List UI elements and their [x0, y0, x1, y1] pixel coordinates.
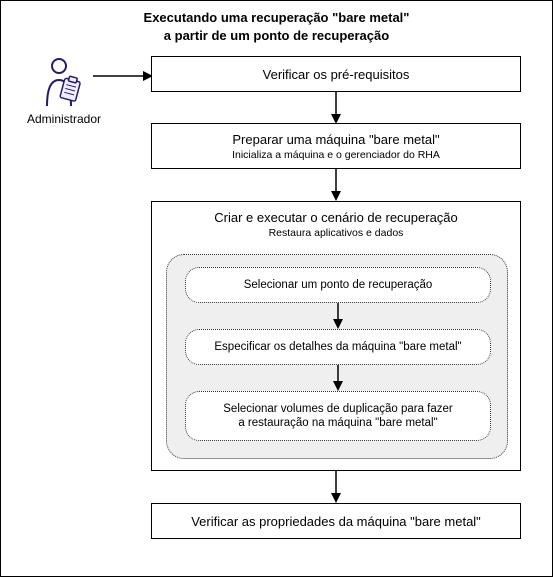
step2-text: Preparar uma máquina "bare metal"	[232, 132, 439, 147]
step3b-text: Especificar os detalhes da máquina "bare…	[214, 340, 461, 354]
step-create-scenario: Criar e executar o cenário de recuperaçã…	[151, 201, 521, 471]
step3c-line1: Selecionar volumes de duplicação para fa…	[223, 403, 453, 415]
step4-text: Verificar as propriedades da máquina "ba…	[191, 514, 481, 529]
substep-specify-details: Especificar os detalhes da máquina "bare…	[185, 329, 491, 365]
actor-label: Administrador	[19, 112, 109, 126]
step3-subtext: Restaura aplicativos e dados	[152, 227, 520, 239]
substep-select-volumes: Selecionar volumes de duplicação para fa…	[185, 391, 491, 441]
step3a-text: Selecionar um ponto de recuperação	[244, 278, 433, 292]
diagram-title: Executando uma recuperação "bare metal" …	[1, 9, 552, 44]
step2-subtext: Inicializa a máquina e o gerenciador do …	[232, 149, 440, 161]
arrow-sub-b-to-c	[330, 365, 346, 391]
substeps-group: Selecionar um ponto de recuperação Espec…	[166, 254, 508, 459]
step3c-text: Selecionar volumes de duplicação para fa…	[223, 402, 453, 431]
arrow-step2-to-step3	[328, 169, 344, 201]
actor-administrator: Administrador	[19, 56, 109, 126]
arrow-actor-to-step1	[93, 68, 153, 84]
diagram-canvas: Executando uma recuperação "bare metal" …	[0, 0, 553, 577]
step-verify-prereq: Verificar os pré-requisitos	[151, 56, 521, 92]
arrow-sub-a-to-b	[330, 303, 346, 329]
step1-text: Verificar os pré-requisitos	[263, 67, 410, 82]
person-icon	[39, 56, 89, 110]
step-verify-properties: Verificar as propriedades da máquina "ba…	[151, 503, 521, 539]
arrow-step3-to-step4	[328, 471, 344, 503]
step3-text: Criar e executar o cenário de recuperaçã…	[152, 210, 520, 225]
arrow-step1-to-step2	[328, 92, 344, 124]
title-line2: a partir de um ponto de recuperação	[164, 28, 389, 43]
substep-select-point: Selecionar um ponto de recuperação	[185, 267, 491, 303]
step3c-line2: a restauração na máquina "bare metal"	[238, 417, 437, 429]
step-prepare-machine: Preparar uma máquina "bare metal" Inicia…	[151, 123, 521, 169]
title-line1: Executando uma recuperação "bare metal"	[144, 10, 410, 25]
